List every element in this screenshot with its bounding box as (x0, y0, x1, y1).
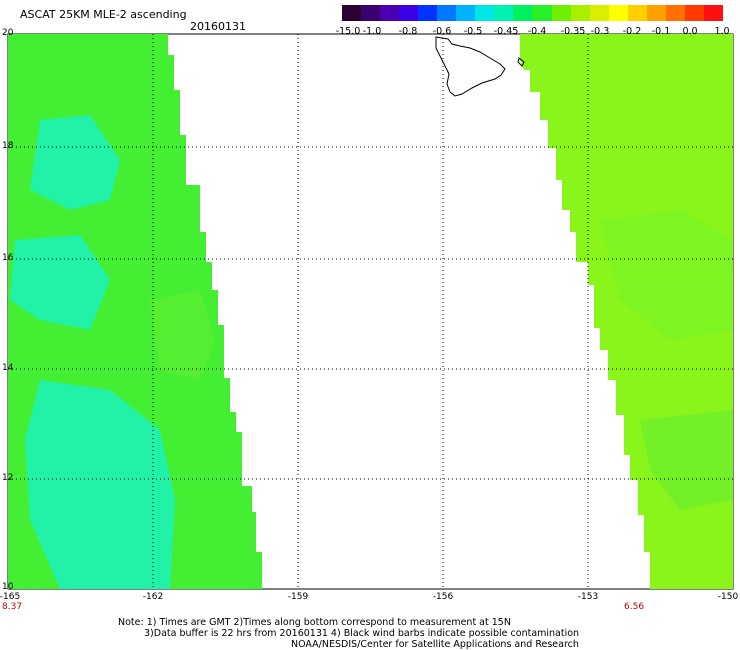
colorbar-segment (456, 5, 476, 21)
note-line-1: Note: 1) Times are GMT 2)Times along bot… (118, 617, 511, 628)
y-label-14: 14 (2, 363, 14, 373)
x-label-165: -165 (0, 592, 21, 602)
colorbar-tick-label: 1.0 (714, 26, 730, 37)
colorbar-segment (342, 5, 362, 21)
x-label-159: -159 (287, 592, 309, 602)
colorbar-tick-label: -0.3 (590, 26, 610, 37)
colorbar-segment (627, 5, 647, 21)
left-swath (8, 34, 262, 589)
colorbar-tick-label: -15.0 (335, 26, 361, 37)
left-swath-cyan-patch (30, 115, 120, 210)
colorbar-segment (551, 5, 571, 21)
colorbar-tick-label: -0.5 (463, 26, 483, 37)
y-label-12: 12 (2, 473, 14, 483)
colorbar-segment (570, 5, 590, 21)
colorbar-tick-label: -0.8 (398, 26, 418, 37)
maui-outline (517, 57, 525, 67)
colorbar-segment (399, 5, 419, 21)
colorbar-segment (532, 5, 552, 21)
colorbar-segment (494, 5, 514, 21)
y-label-16: 16 (2, 253, 14, 263)
right-swath (520, 34, 733, 589)
colorbar-tick-label: -0.35 (560, 26, 586, 37)
x-label-162: -162 (142, 592, 164, 602)
colorbar-tick-label: -0.4 (527, 26, 547, 37)
colorbar-segment (513, 5, 533, 21)
left-swath-green-patch (150, 290, 215, 380)
y-label-18: 18 (2, 141, 14, 151)
product-title: ASCAT 25KM MLE-2 ascending (20, 8, 187, 21)
colorbar-segment (665, 5, 685, 21)
right-swath-green-patch (640, 410, 733, 510)
right-swath-lime-patch (600, 210, 733, 340)
colorbar-segment (437, 5, 457, 21)
colorbar-segment (589, 5, 609, 21)
hawaii-island-outline (435, 36, 506, 97)
colorbar-segment (380, 5, 400, 21)
note-line-3: NOAA/NESDIS/Center for Satellite Applica… (291, 639, 579, 650)
colorbar-tick-label: -0.1 (651, 26, 671, 37)
pass-time-right: 6.56 (624, 602, 645, 612)
grid-lines (8, 34, 733, 589)
pass-time-left: 8.37 (2, 602, 23, 612)
note-line-2: 3)Data buffer is 22 hrs from 20160131 4)… (144, 628, 580, 639)
product-date: 20160131 (190, 20, 246, 33)
colorbar-tick-label: -0.45 (493, 26, 519, 37)
colorbar-tick-label: -0.2 (622, 26, 642, 37)
x-label-156: -156 (432, 592, 454, 602)
colorbar-segment (608, 5, 628, 21)
x-label-153: -153 (577, 592, 599, 602)
colorbar-segment (418, 5, 438, 21)
colorbar-tick-label: -1.0 (362, 26, 382, 37)
colorbar-segment (646, 5, 666, 21)
colorbar-tick-labels: -15.0 -1.0 -0.8 -0.6 -0.5 -0.45 -0.4 -0.35 -0.3 -… (330, 26, 735, 38)
y-label-10: 10 (2, 582, 14, 592)
colorbar-tick-label: -0.6 (432, 26, 452, 37)
left-swath-cyan-patch (25, 380, 175, 589)
x-label-150: -150 (717, 592, 739, 602)
colorbar-segment (684, 5, 704, 21)
colorbar-segment (361, 5, 381, 21)
y-label-20: 20 (2, 28, 14, 38)
colorbar-segment (703, 5, 723, 21)
colorbar-tick-label: 0.0 (682, 26, 698, 37)
colorbar (342, 5, 723, 21)
colorbar-segment (475, 5, 495, 21)
